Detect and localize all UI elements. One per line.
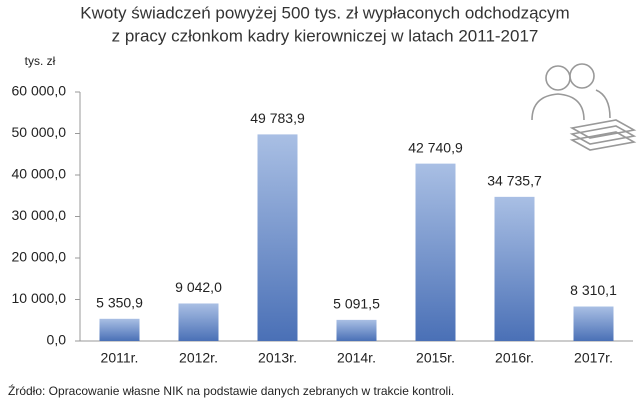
x-tick-label: 2013r. — [258, 350, 297, 366]
value-label: 9 042,0 — [175, 279, 222, 295]
bar — [415, 163, 456, 341]
y-tick-label: 30 000,0 — [12, 207, 67, 223]
x-tick-label: 2014r. — [337, 350, 376, 366]
bar — [99, 318, 140, 341]
value-label: 42 740,9 — [408, 139, 463, 155]
value-label: 5 350,9 — [96, 294, 143, 310]
bar — [178, 303, 219, 341]
bar — [336, 319, 377, 341]
source-note: Źródło: Opracowanie własne NIK na podsta… — [8, 383, 454, 398]
value-label: 49 783,9 — [250, 110, 305, 126]
x-tick-label: 2017r. — [574, 350, 613, 366]
bar — [573, 306, 614, 341]
icon — [531, 63, 637, 151]
value-label: 5 091,5 — [333, 296, 380, 312]
chart-title: Kwoty świadczeń powyżej 500 tys. zł wypł… — [80, 3, 569, 22]
y-tick-label: 50 000,0 — [12, 124, 67, 140]
x-tick-label: 2015r. — [416, 350, 455, 366]
y-axis-label: tys. zł — [25, 54, 56, 68]
bar — [257, 134, 298, 341]
value-label: 8 310,1 — [570, 282, 617, 298]
y-tick-label: 0,0 — [47, 332, 67, 348]
x-tick-label: 2016r. — [495, 350, 534, 366]
y-tick-label: 60 000,0 — [12, 83, 67, 99]
bar — [494, 196, 535, 341]
y-tick-label: 20 000,0 — [12, 249, 67, 265]
x-tick-label: 2011r. — [101, 350, 139, 366]
value-label: 34 735,7 — [487, 173, 542, 189]
y-tick-label: 10 000,0 — [12, 290, 67, 306]
chart-subtitle: z pracy członkom kadry kierowniczej w la… — [112, 26, 539, 45]
x-tick-label: 2012r. — [179, 350, 218, 366]
y-tick-label: 40 000,0 — [12, 166, 67, 182]
